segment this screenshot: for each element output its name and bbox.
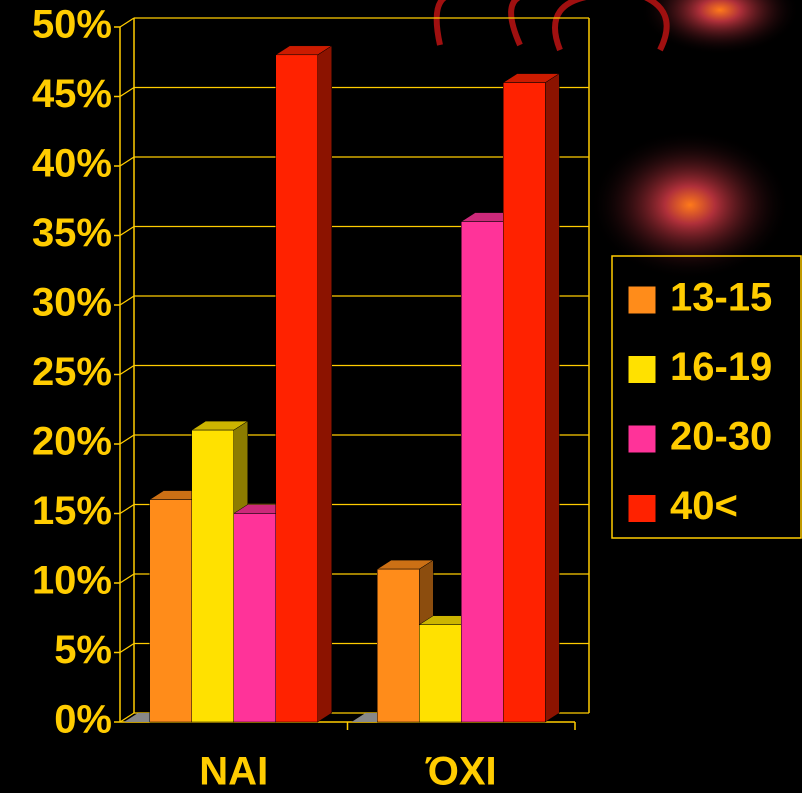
y-tick-label: 20%: [32, 420, 112, 464]
decoration: [590, 130, 790, 280]
bar-side: [317, 45, 332, 723]
decoration: [433, 0, 670, 52]
bar: [149, 499, 192, 723]
legend-swatch: [627, 424, 657, 454]
bar: [503, 82, 546, 723]
y-tick-label: 5%: [54, 628, 112, 672]
y-tick-label: 25%: [32, 350, 112, 394]
legend-swatch: [627, 285, 657, 315]
y-tick-label: 0%: [54, 698, 112, 742]
bar: [461, 221, 504, 723]
y-tick-label: 30%: [32, 281, 112, 325]
y-tick-label: 45%: [32, 72, 112, 116]
legend-label: 16-19: [670, 345, 772, 389]
legend-label: 40<: [670, 484, 738, 528]
grid-line: [119, 712, 135, 723]
grid-line: [119, 17, 135, 28]
grid-line: [119, 364, 135, 376]
legend-box: [611, 255, 802, 539]
grid-line: [119, 642, 135, 654]
bar-side: [545, 73, 560, 723]
x-tick-label: ΌΧΙ: [425, 750, 497, 793]
bar: [275, 54, 318, 723]
grid-line: [119, 225, 135, 237]
y-tick-label: 35%: [32, 211, 112, 255]
legend-swatch: [627, 355, 657, 384]
bar: [377, 568, 420, 723]
legend-label: 13-15: [670, 276, 772, 320]
grid-line: [119, 86, 135, 98]
bar: [233, 513, 276, 723]
y-tick-label: 40%: [32, 142, 112, 186]
x-tick-label: NAI: [199, 750, 268, 793]
y-tick-label: 10%: [32, 559, 112, 603]
grid-line: [119, 573, 135, 584]
legend-label: 20-30: [670, 415, 772, 459]
grid-line: [119, 295, 135, 306]
y-tick-label: 15%: [32, 489, 112, 533]
grid-line: [119, 434, 135, 445]
legend-swatch: [627, 494, 657, 523]
bar: [191, 429, 234, 723]
bar: [419, 624, 462, 723]
decoration: [640, 0, 800, 55]
y-tick-label: 50%: [32, 3, 112, 47]
grid-line: [119, 503, 135, 515]
grid-line: [119, 156, 135, 167]
